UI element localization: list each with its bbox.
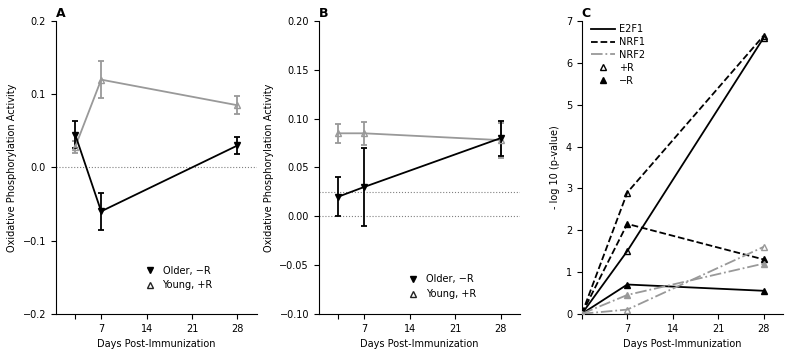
- Legend: Older, −R, Young, +R: Older, −R, Young, +R: [399, 271, 480, 303]
- Text: B: B: [319, 7, 329, 20]
- Text: A: A: [56, 7, 66, 20]
- X-axis label: Days Post-Immunization: Days Post-Immunization: [97, 339, 216, 349]
- Text: C: C: [582, 7, 591, 20]
- Y-axis label: Oxidative Phosphorylation Activity: Oxidative Phosphorylation Activity: [264, 83, 274, 252]
- Y-axis label: Oxidative Phosphorylation Activity: Oxidative Phosphorylation Activity: [7, 83, 17, 252]
- X-axis label: Days Post-Immunization: Days Post-Immunization: [623, 339, 742, 349]
- Legend: E2F1, NRF1, NRF2, +R, −R: E2F1, NRF1, NRF2, +R, −R: [587, 20, 649, 90]
- X-axis label: Days Post-Immunization: Days Post-Immunization: [360, 339, 479, 349]
- Legend: Older, −R, Young, +R: Older, −R, Young, +R: [136, 262, 216, 294]
- Y-axis label: - log 10 (p-value): - log 10 (p-value): [551, 126, 560, 209]
